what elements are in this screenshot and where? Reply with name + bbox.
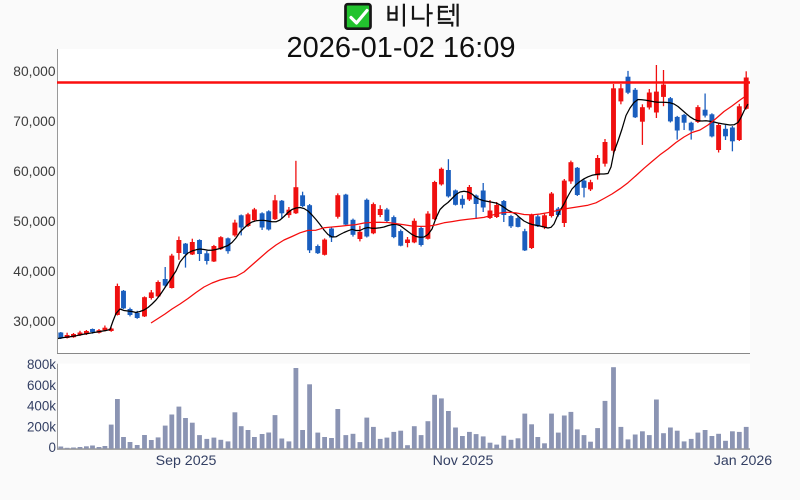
svg-text:600k: 600k [27,378,56,393]
svg-text:60,000: 60,000 [13,164,56,179]
svg-text:40,000: 40,000 [13,264,56,279]
svg-text:Jan 2026: Jan 2026 [714,453,772,469]
svg-text:Sep 2025: Sep 2025 [156,453,217,469]
svg-text:30,000: 30,000 [13,314,56,329]
svg-text:2026-01-02 16:09: 2026-01-02 16:09 [287,32,516,64]
svg-text:800k: 800k [27,357,56,372]
svg-text:0: 0 [49,440,56,455]
svg-text:Nov 2025: Nov 2025 [433,453,494,469]
svg-text:70,000: 70,000 [13,114,56,129]
svg-text:400k: 400k [27,399,56,414]
svg-text:50,000: 50,000 [13,214,56,229]
svg-text:80,000: 80,000 [13,64,56,79]
svg-text:200k: 200k [27,419,56,434]
